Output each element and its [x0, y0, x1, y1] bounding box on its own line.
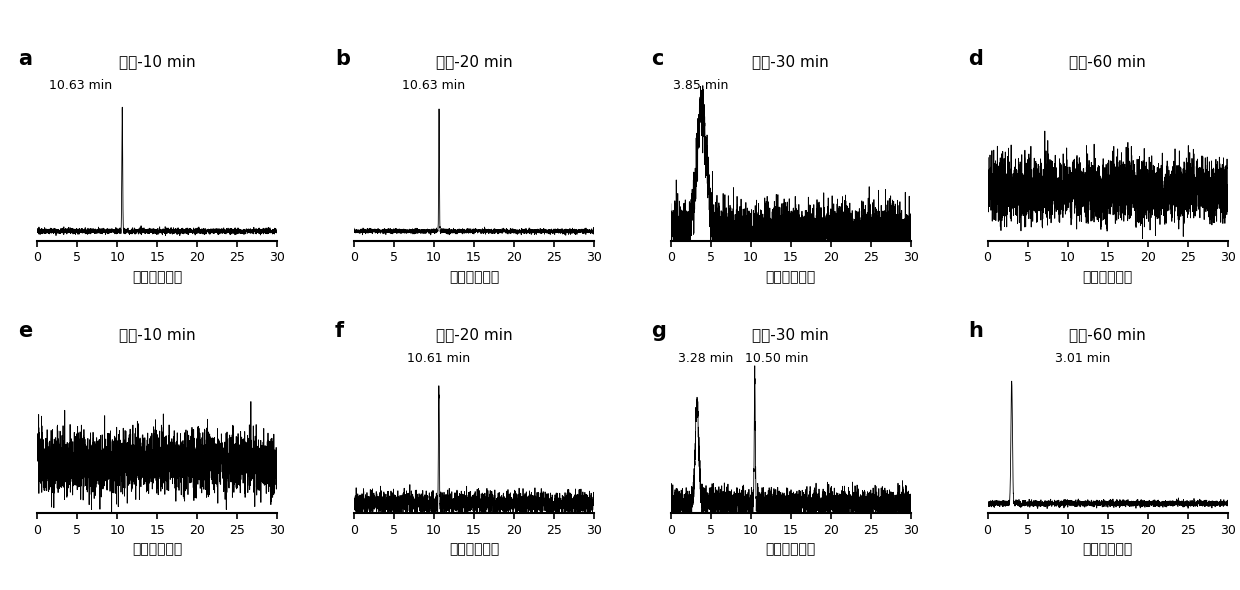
X-axis label: 时间（分钟）: 时间（分钟） [1083, 542, 1132, 556]
Title: 尿液-20 min: 尿液-20 min [435, 327, 512, 342]
X-axis label: 时间（分钟）: 时间（分钟） [133, 542, 182, 556]
Text: 3.28 min: 3.28 min [678, 352, 733, 365]
Title: 尿液-30 min: 尿液-30 min [753, 327, 830, 342]
Title: 血液-60 min: 血液-60 min [1069, 55, 1146, 70]
Text: h: h [968, 321, 983, 341]
Text: 10.63 min: 10.63 min [402, 79, 465, 92]
Text: f: f [335, 321, 343, 341]
Text: b: b [335, 48, 350, 68]
Text: 10.61 min: 10.61 min [407, 352, 470, 365]
X-axis label: 时间（分钟）: 时间（分钟） [449, 270, 500, 284]
Title: 血液-20 min: 血液-20 min [435, 55, 512, 70]
X-axis label: 时间（分钟）: 时间（分钟） [449, 542, 500, 556]
Text: 3.85 min: 3.85 min [673, 79, 729, 92]
Title: 血液-10 min: 血液-10 min [119, 55, 196, 70]
X-axis label: 时间（分钟）: 时间（分钟） [765, 270, 816, 284]
Text: g: g [651, 321, 666, 341]
Title: 尿液-10 min: 尿液-10 min [119, 327, 196, 342]
X-axis label: 时间（分钟）: 时间（分钟） [1083, 270, 1132, 284]
Text: d: d [968, 48, 983, 68]
X-axis label: 时间（分钟）: 时间（分钟） [133, 270, 182, 284]
Text: c: c [651, 48, 663, 68]
Text: 10.50 min: 10.50 min [745, 352, 808, 365]
Title: 血液-30 min: 血液-30 min [753, 55, 830, 70]
Title: 尿液-60 min: 尿液-60 min [1069, 327, 1146, 342]
X-axis label: 时间（分钟）: 时间（分钟） [765, 542, 816, 556]
Text: 3.01 min: 3.01 min [1055, 352, 1110, 365]
Text: e: e [19, 321, 32, 341]
Text: 10.63 min: 10.63 min [50, 79, 113, 92]
Text: a: a [19, 48, 32, 68]
